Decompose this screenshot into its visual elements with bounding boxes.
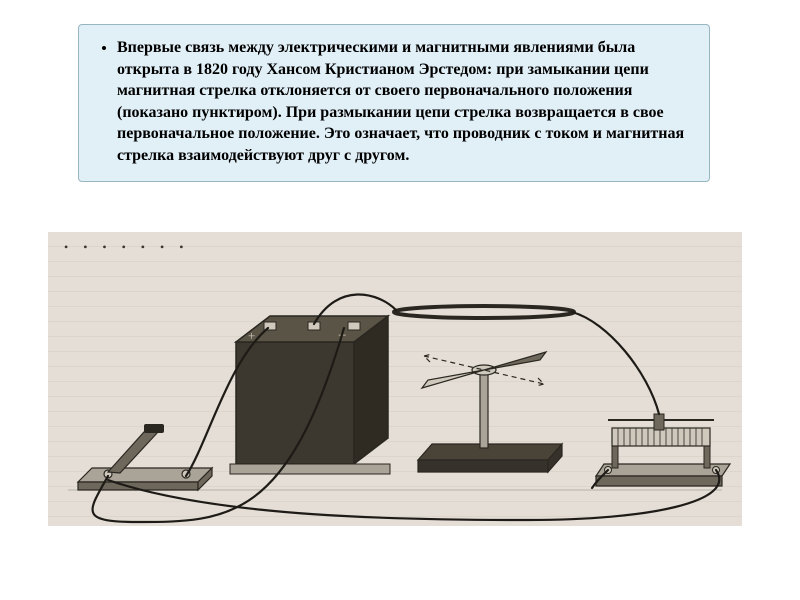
experiment-figure: • • • • • • •: [48, 232, 742, 526]
compass-assembly: [394, 306, 574, 472]
rheostat: [596, 414, 730, 486]
switch-device: [78, 424, 212, 490]
bullet-item: Впервые связь между электрическими и маг…: [117, 37, 691, 167]
page-root: Впервые связь между электрическими и маг…: [0, 0, 800, 600]
battery-box: + −: [230, 316, 390, 474]
bullet-list: Впервые связь между электрическими и маг…: [97, 37, 691, 167]
info-text-box: Впервые связь между электрическими и маг…: [78, 24, 710, 182]
drawing-svg: + −: [48, 232, 742, 526]
